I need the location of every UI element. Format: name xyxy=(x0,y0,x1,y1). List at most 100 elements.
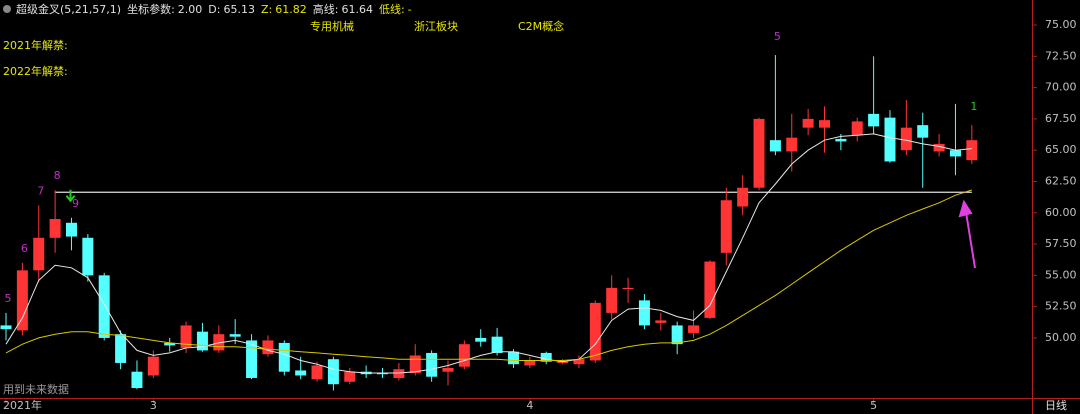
candle-body xyxy=(409,355,421,373)
y-tick-label: 55.00 xyxy=(1045,268,1077,281)
unlock-note: 2022年解禁: xyxy=(3,64,68,78)
candle-body xyxy=(458,344,470,367)
candle-body xyxy=(557,361,569,363)
candle-body xyxy=(475,337,487,342)
concept-tag: 专用机械 xyxy=(310,19,354,33)
candle-body xyxy=(262,340,274,355)
candle-body xyxy=(769,140,781,152)
signal-label: 9 xyxy=(72,197,79,210)
candle-body xyxy=(393,369,405,378)
indicator-value: 65.13 xyxy=(223,3,255,16)
indicator-label: Z: xyxy=(261,3,272,16)
indicator-value: - xyxy=(408,3,412,16)
candle-body xyxy=(295,370,307,376)
candle-body xyxy=(949,150,961,157)
signal-label: 8 xyxy=(54,169,61,182)
candle-body xyxy=(82,237,94,276)
candle-body xyxy=(0,325,12,330)
indicator-name: 超级金叉(5,21,57,1) xyxy=(16,2,121,16)
period-label: 日线 xyxy=(1045,398,1067,412)
indicator-label: D: xyxy=(208,3,220,16)
x-tick-label: 2021年 xyxy=(3,398,42,412)
indicator-icon xyxy=(3,5,11,13)
candle-body xyxy=(164,342,176,346)
indicator-label: 高线: xyxy=(313,2,339,16)
signal-label: 6 xyxy=(21,242,28,255)
candle-body xyxy=(688,325,700,333)
concept-tag: C2M概念 xyxy=(518,19,564,33)
footnote: 用到未来数据 xyxy=(3,382,69,396)
candle-body xyxy=(344,371,356,382)
indicator-label: 低线: xyxy=(379,2,405,16)
candle-body xyxy=(851,121,863,136)
signal-arrow xyxy=(65,189,76,203)
candle-body xyxy=(589,302,601,361)
candle-body xyxy=(786,137,798,152)
ma-line xyxy=(5,133,972,374)
candle-body xyxy=(311,365,323,380)
signal-label: 5 xyxy=(5,292,12,305)
signal-label: 7 xyxy=(37,184,44,197)
candle-body xyxy=(655,320,667,323)
x-tick-label: 3 xyxy=(150,399,157,412)
y-tick-label: 75.00 xyxy=(1045,18,1077,31)
candle-body xyxy=(115,334,127,363)
candle-body xyxy=(819,120,830,128)
ma-line xyxy=(5,189,972,361)
x-tick-label: 5 xyxy=(870,399,877,412)
candle-body xyxy=(868,113,880,127)
signal-label: 5 xyxy=(774,30,781,43)
candle-body xyxy=(720,200,732,253)
indicator-value: 61.64 xyxy=(341,3,373,16)
candle-body xyxy=(900,127,912,151)
candle-body xyxy=(213,334,225,351)
candle-body xyxy=(835,138,847,142)
y-tick-label: 62.50 xyxy=(1045,174,1077,187)
x-tick-label: 4 xyxy=(526,399,533,412)
candle-body xyxy=(229,334,241,337)
indicator-value: 61.82 xyxy=(275,3,307,16)
candle-body xyxy=(802,118,814,128)
candle-body xyxy=(147,356,159,376)
candle-body xyxy=(507,351,519,365)
candle-body xyxy=(278,342,290,372)
candle-body xyxy=(442,367,454,372)
unlock-note: 2021年解禁: xyxy=(3,38,68,52)
candle-body xyxy=(98,275,110,338)
candle-body xyxy=(671,325,683,345)
candle-body xyxy=(65,222,77,237)
y-tick-label: 60.00 xyxy=(1045,206,1077,219)
y-tick-label: 57.50 xyxy=(1045,237,1077,250)
y-tick-label: 52.50 xyxy=(1045,300,1077,313)
candle-body xyxy=(540,352,552,362)
candle-body xyxy=(917,125,929,138)
candle-body xyxy=(327,359,339,385)
concept-tag: 浙江板块 xyxy=(414,19,458,33)
candle-body xyxy=(33,237,45,271)
indicator-label: 坐标参数: xyxy=(127,2,175,16)
candle-body xyxy=(246,340,258,378)
candle-body xyxy=(491,336,503,353)
candle-body xyxy=(377,372,389,375)
candle-body xyxy=(16,270,28,331)
candle-body xyxy=(966,140,978,161)
candle-body xyxy=(753,118,765,188)
candle-body xyxy=(933,143,945,152)
y-tick-label: 67.50 xyxy=(1045,112,1077,125)
candle-body xyxy=(737,187,749,207)
candle-body xyxy=(573,359,585,365)
y-tick-label: 50.00 xyxy=(1045,331,1077,344)
y-tick-label: 70.00 xyxy=(1045,81,1077,94)
candle-body xyxy=(196,331,208,351)
indicator-value: 2.00 xyxy=(178,3,203,16)
candle-body xyxy=(638,300,650,326)
signal-label: 1 xyxy=(970,100,977,113)
candle-body xyxy=(884,117,896,162)
candle-body xyxy=(131,371,143,388)
y-tick-label: 65.00 xyxy=(1045,143,1077,156)
annotation-arrow xyxy=(958,199,976,269)
candle-body xyxy=(704,261,716,318)
candle-body xyxy=(524,360,536,366)
